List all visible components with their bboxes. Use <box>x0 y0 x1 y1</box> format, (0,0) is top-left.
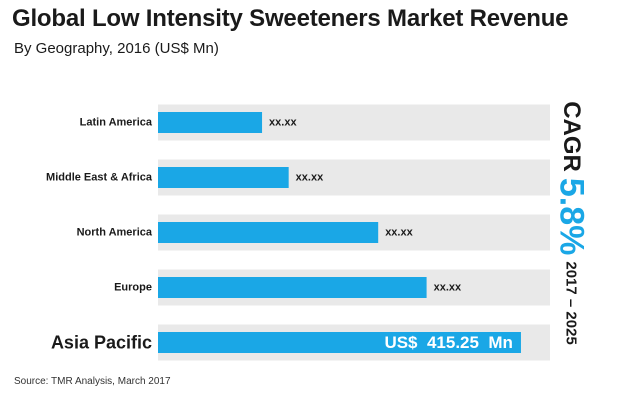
data-label-middle-east-africa: xx.xx <box>296 172 324 184</box>
data-label-north-america: xx.xx <box>385 227 413 239</box>
cagr-callout: CAGR 5.8% 2017 – 2025 <box>540 92 602 354</box>
cagr-label: CAGR <box>558 101 585 172</box>
cagr-value: 5.8% <box>552 177 591 256</box>
category-label-north-america: North America <box>77 227 153 239</box>
cagr-period: 2017 – 2025 <box>562 261 580 345</box>
chart-subtitle: By Geography, 2016 (US$ Mn) <box>14 40 219 57</box>
bar-europe <box>158 277 427 298</box>
bar-north-america <box>158 222 379 243</box>
bar-middle-east-africa <box>158 167 289 188</box>
category-label-latin-america: Latin America <box>80 117 153 129</box>
category-label-middle-east-africa: Middle East & Africa <box>46 172 153 184</box>
bar-asia-pacific <box>158 332 521 353</box>
chart-title: Global Low Intensity Sweeteners Market R… <box>12 5 569 32</box>
source-note: Source: TMR Analysis, March 2017 <box>14 376 171 387</box>
data-label-asia-pacific: US$ 415.25 Mn <box>384 333 513 352</box>
data-label-latin-america: xx.xx <box>269 117 297 129</box>
category-label-europe: Europe <box>114 282 152 294</box>
bar-latin-america <box>158 112 263 133</box>
category-label-asia-pacific: Asia Pacific <box>51 333 152 353</box>
data-label-europe: xx.xx <box>434 282 462 294</box>
